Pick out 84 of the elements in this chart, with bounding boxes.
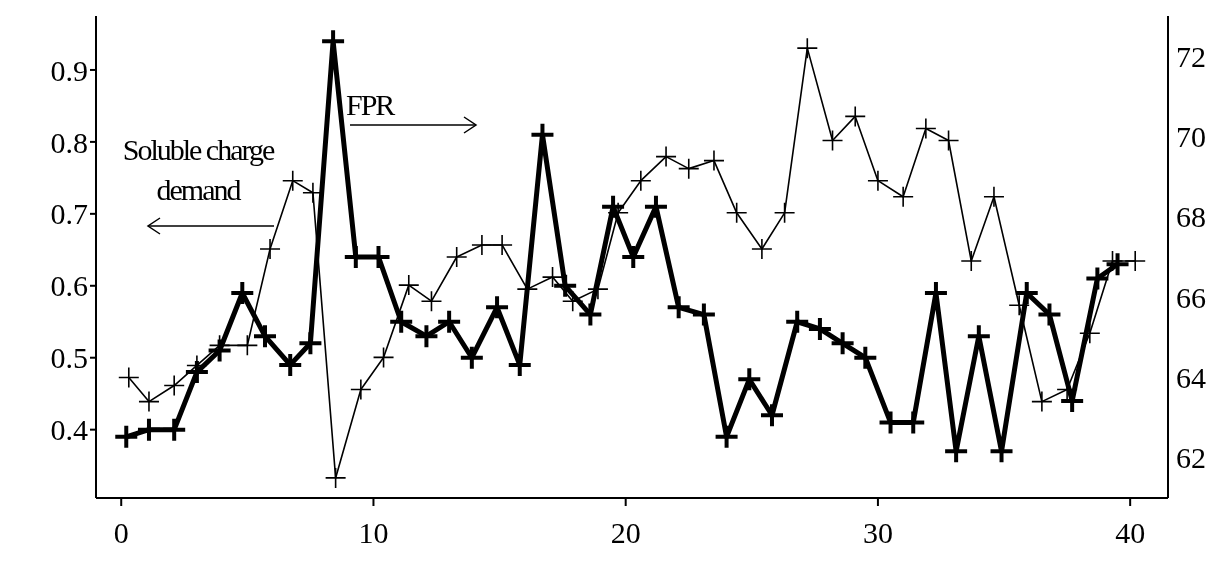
point xyxy=(446,247,467,267)
point xyxy=(1015,281,1038,304)
point xyxy=(260,238,281,259)
point xyxy=(630,170,651,191)
point xyxy=(845,106,866,127)
point xyxy=(471,234,492,255)
point xyxy=(390,310,413,333)
point xyxy=(421,291,442,312)
point xyxy=(854,346,877,369)
point xyxy=(350,379,371,400)
point xyxy=(398,275,419,296)
point xyxy=(678,158,699,179)
y2-tick-label: 68 xyxy=(1176,200,1206,234)
point xyxy=(751,238,772,259)
point xyxy=(231,281,254,304)
point xyxy=(915,118,936,139)
point xyxy=(163,418,186,441)
point xyxy=(554,274,577,297)
point xyxy=(715,425,738,448)
point xyxy=(644,195,667,218)
y2-tick-label: 66 xyxy=(1176,280,1206,314)
point xyxy=(138,391,159,412)
point xyxy=(738,368,761,391)
point xyxy=(983,186,1004,207)
point xyxy=(279,353,302,376)
point xyxy=(115,425,138,448)
point xyxy=(961,251,982,272)
point xyxy=(602,195,625,218)
y2-tick-label: 64 xyxy=(1176,361,1206,395)
point xyxy=(486,296,509,319)
y-tick-label: 0.4 xyxy=(50,413,88,447)
point xyxy=(893,186,914,207)
point xyxy=(831,332,854,355)
y-tick-label: 0.5 xyxy=(50,341,88,375)
point xyxy=(438,310,461,333)
point xyxy=(1038,303,1061,326)
x-tick-label: 10 xyxy=(358,516,389,550)
point xyxy=(692,303,715,326)
y-tick-label: 0.8 xyxy=(50,125,88,159)
point xyxy=(299,332,322,355)
point xyxy=(562,291,583,312)
point xyxy=(508,353,531,376)
point xyxy=(1106,253,1129,276)
y2-tick-label: 62 xyxy=(1176,441,1206,475)
point xyxy=(325,467,346,488)
point xyxy=(542,267,563,288)
point xyxy=(867,170,888,191)
point xyxy=(774,202,795,223)
point xyxy=(118,367,139,388)
y-tick-label: 0.9 xyxy=(50,53,88,87)
x-tick-label: 20 xyxy=(610,516,641,550)
point xyxy=(1031,391,1052,412)
point xyxy=(1086,267,1109,290)
point xyxy=(667,296,690,319)
point xyxy=(415,325,438,348)
x-tick-label: 0 xyxy=(113,516,129,550)
point xyxy=(302,182,323,203)
annotation: FPR xyxy=(346,88,394,122)
point xyxy=(760,404,783,427)
point xyxy=(164,375,185,396)
point xyxy=(254,325,276,348)
point xyxy=(579,303,602,326)
point xyxy=(1102,251,1123,272)
point xyxy=(726,202,747,223)
point xyxy=(137,418,160,441)
point xyxy=(703,150,724,171)
point xyxy=(492,234,513,255)
y-tick-label: 0.7 xyxy=(50,197,88,231)
point xyxy=(460,346,483,369)
point xyxy=(808,317,831,340)
point xyxy=(282,170,303,191)
x-tick-label: 30 xyxy=(862,516,893,550)
point xyxy=(797,38,818,59)
y-tick-label: 0.6 xyxy=(50,269,88,303)
x-tick-label: 40 xyxy=(1115,516,1146,550)
point xyxy=(1009,295,1030,316)
point xyxy=(1125,251,1146,272)
point xyxy=(786,310,809,333)
annotation: Soluble charge demand xyxy=(121,132,275,208)
point xyxy=(1079,323,1100,344)
point xyxy=(622,246,645,268)
y2-tick-label: 70 xyxy=(1176,120,1206,154)
point xyxy=(656,146,677,167)
y2-tick-label: 72 xyxy=(1176,39,1206,73)
